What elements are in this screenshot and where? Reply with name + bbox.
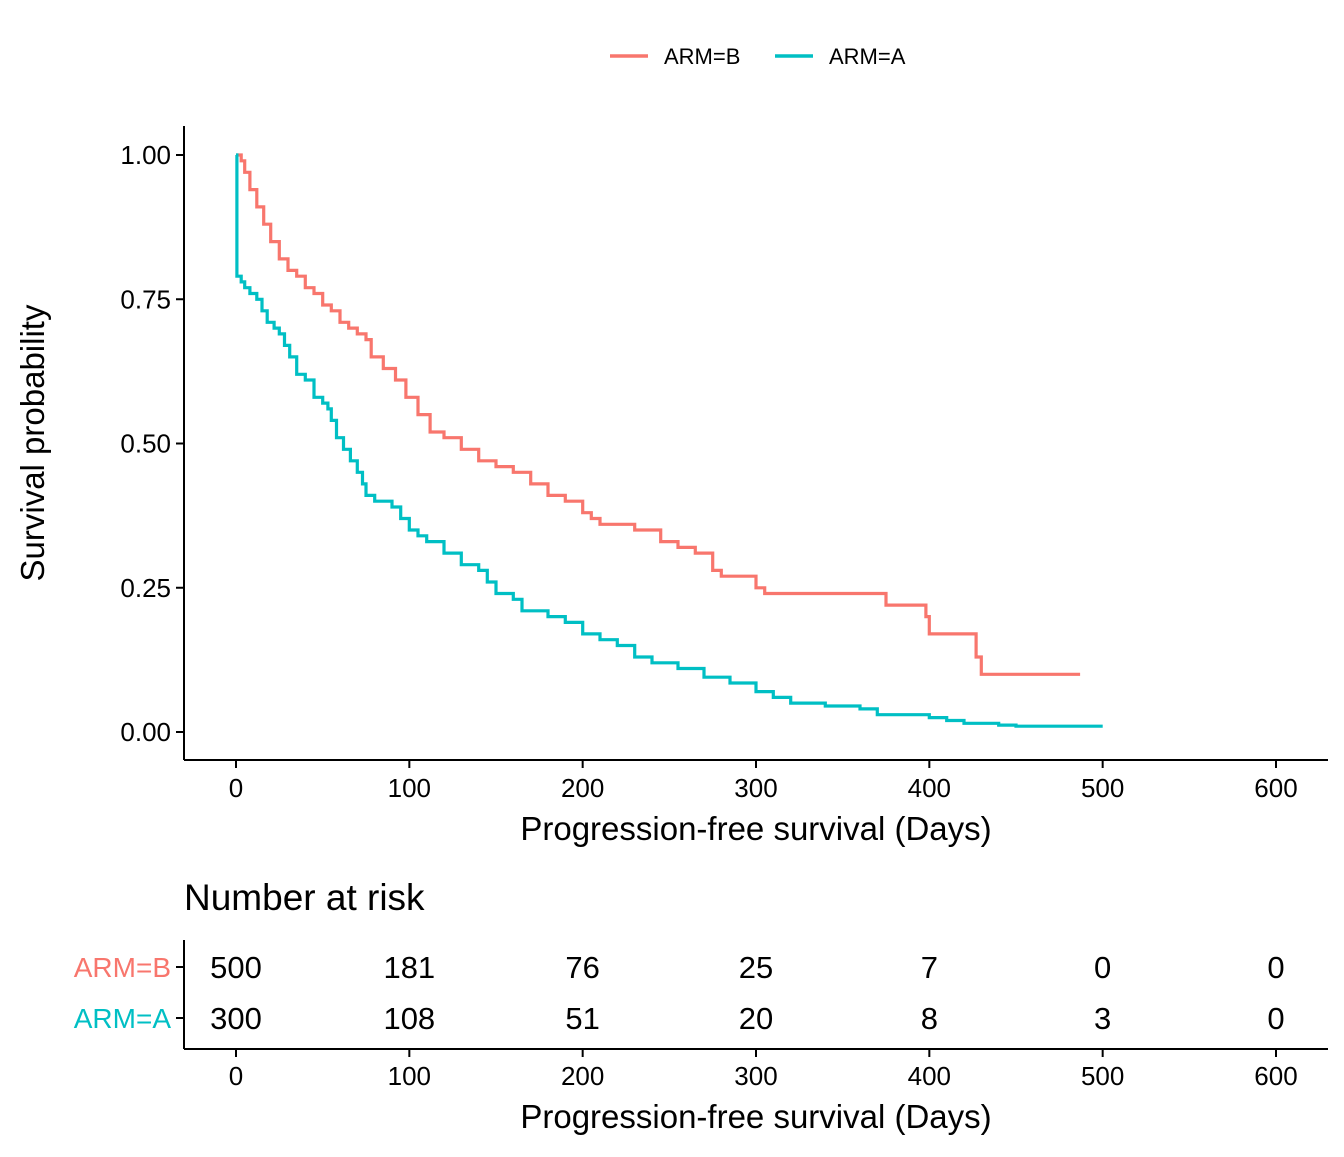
y-axis-ticks: 0.00 0.25 0.50 0.75 1.00 (120, 140, 184, 747)
y-tick-label: 0.75 (120, 284, 171, 314)
x-tick-label: 300 (734, 773, 777, 803)
risk-x-tick-label: 400 (908, 1061, 951, 1091)
risk-cell: 8 (921, 1001, 938, 1036)
risk-table-x-ticks: 0 100 200 300 400 500 600 (229, 1049, 1298, 1091)
y-axis-title: Survival probability (14, 304, 51, 581)
risk-cell: 20 (739, 1001, 773, 1036)
risk-cell: 3 (1094, 1001, 1111, 1036)
risk-table-rows: ARM=B 500 181 76 25 7 0 0 ARM=A 300 108 51 20 8 3 0 (74, 950, 1285, 1036)
legend: ARM=B ARM=A (610, 44, 906, 69)
risk-cell: 51 (565, 1001, 599, 1036)
y-tick-label: 1.00 (120, 140, 171, 170)
x-tick-label: 400 (908, 773, 951, 803)
risk-cell: 300 (210, 1001, 262, 1036)
legend-label-arm-b: ARM=B (664, 44, 740, 69)
risk-cell: 108 (383, 1001, 435, 1036)
survival-curves (235, 153, 1103, 728)
x-tick-label: 0 (229, 773, 243, 803)
legend-label-arm-a: ARM=A (829, 44, 906, 69)
y-tick-label: 0.50 (120, 429, 171, 459)
x-tick-label: 100 (388, 773, 431, 803)
y-tick-label: 0.00 (120, 717, 171, 747)
risk-row-label: ARM=B (74, 952, 171, 983)
survival-curve-arm-a (235, 153, 1103, 728)
risk-x-tick-label: 600 (1254, 1061, 1297, 1091)
x-axis-title: Progression-free survival (Days) (520, 810, 991, 847)
risk-cell: 0 (1267, 1001, 1284, 1036)
risk-x-tick-label: 100 (388, 1061, 431, 1091)
x-axis-ticks: 0 100 200 300 400 500 600 (229, 760, 1298, 803)
risk-cell: 500 (210, 950, 262, 985)
y-tick-label: 0.25 (120, 573, 171, 603)
risk-x-tick-label: 0 (229, 1061, 243, 1091)
risk-x-tick-label: 300 (734, 1061, 777, 1091)
risk-cell: 25 (739, 950, 773, 985)
risk-cell: 0 (1094, 950, 1111, 985)
risk-cell: 76 (565, 950, 599, 985)
x-tick-label: 600 (1254, 773, 1297, 803)
risk-cell: 0 (1267, 950, 1284, 985)
risk-cell: 7 (921, 950, 938, 985)
survival-plot: 0.00 0.25 0.50 0.75 1.00 0 100 200 300 400 500 600… (14, 126, 1328, 847)
risk-x-tick-label: 200 (561, 1061, 604, 1091)
risk-row-label: ARM=A (74, 1003, 172, 1034)
risk-cell: 181 (383, 950, 435, 985)
risk-table-title: Number at risk (184, 877, 425, 918)
x-tick-label: 500 (1081, 773, 1124, 803)
x-tick-label: 200 (561, 773, 604, 803)
risk-x-tick-label: 500 (1081, 1061, 1124, 1091)
survival-curve-arm-b (236, 153, 1081, 676)
risk-table-x-axis-title: Progression-free survival (Days) (520, 1098, 991, 1135)
